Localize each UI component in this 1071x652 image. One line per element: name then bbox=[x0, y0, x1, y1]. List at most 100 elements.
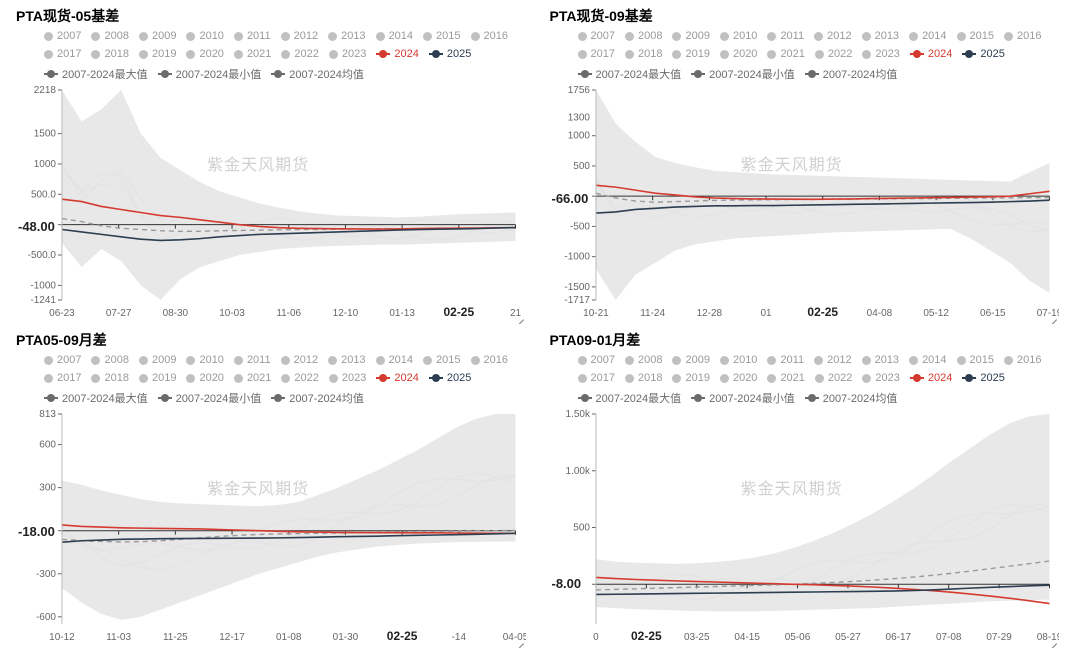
legend-item-inactive[interactable]: 2008 bbox=[91, 30, 128, 42]
legend-item-inactive[interactable]: 2011 bbox=[234, 354, 271, 366]
legend-item-inactive[interactable]: 2009 bbox=[139, 354, 176, 366]
legend-item-inactive[interactable]: 2019 bbox=[139, 372, 176, 384]
legend-item-inactive[interactable]: 2020 bbox=[720, 372, 757, 384]
legend-item-active[interactable]: 2007-2024最小值 bbox=[158, 390, 262, 406]
legend-item-inactive[interactable]: 2023 bbox=[329, 48, 366, 60]
legend-item-inactive[interactable]: 2018 bbox=[625, 372, 662, 384]
legend-item-inactive[interactable]: 2008 bbox=[625, 354, 662, 366]
legend-item-inactive[interactable]: 2008 bbox=[91, 354, 128, 366]
legend-item-active[interactable]: 2007-2024最小值 bbox=[691, 66, 795, 82]
legend-item-inactive[interactable]: 2012 bbox=[281, 354, 318, 366]
legend-item-active[interactable]: 2007-2024均值 bbox=[271, 66, 364, 82]
legend-item-inactive[interactable]: 2023 bbox=[329, 372, 366, 384]
legend-item-inactive[interactable]: 2013 bbox=[328, 30, 365, 42]
legend-item-inactive[interactable]: 2018 bbox=[91, 372, 128, 384]
legend-item-inactive[interactable]: 2021 bbox=[234, 372, 271, 384]
legend-item-inactive[interactable]: 2016 bbox=[471, 354, 508, 366]
legend-item-inactive[interactable]: 2007 bbox=[44, 30, 81, 42]
legend-item-inactive[interactable]: 2017 bbox=[578, 372, 615, 384]
legend-item-active[interactable]: 2007-2024最大值 bbox=[44, 66, 148, 82]
legend-item-inactive[interactable]: 2018 bbox=[91, 48, 128, 60]
legend-item-inactive[interactable]: 2013 bbox=[862, 354, 899, 366]
resize-handle-icon[interactable] bbox=[1047, 634, 1057, 644]
legend-item-inactive[interactable]: 2016 bbox=[1004, 30, 1041, 42]
legend-item-inactive[interactable]: 2013 bbox=[328, 354, 365, 366]
legend-item-inactive[interactable]: 2007 bbox=[44, 354, 81, 366]
legend-item-inactive[interactable]: 2021 bbox=[767, 372, 804, 384]
legend-item-inactive[interactable]: 2019 bbox=[672, 48, 709, 60]
legend-item-inactive[interactable]: 2009 bbox=[672, 354, 709, 366]
legend-item-inactive[interactable]: 2017 bbox=[578, 48, 615, 60]
resize-handle-icon[interactable] bbox=[514, 310, 524, 320]
legend-item-inactive[interactable]: 2023 bbox=[862, 372, 899, 384]
legend-item-inactive[interactable]: 2022 bbox=[281, 372, 318, 384]
legend-item-inactive[interactable]: 2009 bbox=[139, 30, 176, 42]
legend-item-inactive[interactable]: 2023 bbox=[862, 48, 899, 60]
legend-item-inactive[interactable]: 2018 bbox=[625, 48, 662, 60]
legend-item-inactive[interactable]: 2020 bbox=[186, 48, 223, 60]
legend-item-active[interactable]: 2007-2024最大值 bbox=[44, 390, 148, 406]
legend-item-inactive[interactable]: 2009 bbox=[672, 30, 709, 42]
legend-item-inactive[interactable]: 2022 bbox=[815, 372, 852, 384]
legend-swatch-icon bbox=[1004, 356, 1013, 365]
legend-item-inactive[interactable]: 2010 bbox=[720, 30, 757, 42]
legend-item-inactive[interactable]: 2017 bbox=[44, 372, 81, 384]
legend-item-active[interactable]: 2024 bbox=[376, 372, 418, 384]
legend-item-inactive[interactable]: 2013 bbox=[862, 30, 899, 42]
legend-item-inactive[interactable]: 2021 bbox=[767, 48, 804, 60]
legend-item-inactive[interactable]: 2015 bbox=[423, 354, 460, 366]
x-tick-label: 10-03 bbox=[219, 308, 245, 319]
legend-item-inactive[interactable]: 2011 bbox=[767, 354, 804, 366]
legend-label: 2022 bbox=[828, 48, 852, 60]
legend-item-active[interactable]: 2024 bbox=[910, 372, 952, 384]
legend-item-inactive[interactable]: 2017 bbox=[44, 48, 81, 60]
chart-plot-area[interactable]: -1241-1000-500.0500.010001500221806-2307… bbox=[12, 84, 526, 322]
legend-item-inactive[interactable]: 2019 bbox=[672, 372, 709, 384]
legend-item-inactive[interactable]: 2010 bbox=[186, 30, 223, 42]
legend-item-inactive[interactable]: 2020 bbox=[186, 372, 223, 384]
legend-item-inactive[interactable]: 2010 bbox=[186, 354, 223, 366]
legend-item-inactive[interactable]: 2016 bbox=[471, 30, 508, 42]
legend-item-inactive[interactable]: 2021 bbox=[234, 48, 271, 60]
legend-item-inactive[interactable]: 2015 bbox=[957, 30, 994, 42]
legend-item-inactive[interactable]: 2020 bbox=[720, 48, 757, 60]
legend-item-inactive[interactable]: 2022 bbox=[815, 48, 852, 60]
legend-item-active[interactable]: 2025 bbox=[429, 48, 471, 60]
legend-item-inactive[interactable]: 2015 bbox=[957, 354, 994, 366]
chart-plot-area[interactable]: -1717-1500-1000-50050010001756130010-211… bbox=[546, 84, 1060, 322]
legend-item-active[interactable]: 2007-2024最小值 bbox=[158, 66, 262, 82]
legend-item-inactive[interactable]: 2015 bbox=[423, 30, 460, 42]
legend-item-inactive[interactable]: 2014 bbox=[909, 354, 946, 366]
resize-handle-icon[interactable] bbox=[1047, 310, 1057, 320]
legend-item-active[interactable]: 2007-2024最大值 bbox=[578, 66, 682, 82]
legend-item-active[interactable]: 2024 bbox=[910, 48, 952, 60]
legend-item-active[interactable]: 2025 bbox=[962, 372, 1004, 384]
legend-item-active[interactable]: 2025 bbox=[962, 48, 1004, 60]
legend-item-inactive[interactable]: 2007 bbox=[578, 354, 615, 366]
legend-item-inactive[interactable]: 2010 bbox=[720, 354, 757, 366]
chart-plot-area[interactable]: 5001.00k1.50k002-2503-2504-1505-0605-270… bbox=[546, 408, 1060, 646]
legend-item-active[interactable]: 2025 bbox=[429, 372, 471, 384]
legend-item-inactive[interactable]: 2011 bbox=[234, 30, 271, 42]
chart-plot-area[interactable]: -600-30030060081310-1211-0311-2512-1701-… bbox=[12, 408, 526, 646]
legend-item-inactive[interactable]: 2012 bbox=[281, 30, 318, 42]
legend-item-inactive[interactable]: 2007 bbox=[578, 30, 615, 42]
legend-item-active[interactable]: 2007-2024最大值 bbox=[578, 390, 682, 406]
legend-item-active[interactable]: 2007-2024均值 bbox=[805, 66, 898, 82]
legend-item-inactive[interactable]: 2019 bbox=[139, 48, 176, 60]
y-tick-label: 500 bbox=[573, 161, 590, 172]
legend-item-inactive[interactable]: 2022 bbox=[281, 48, 318, 60]
legend-item-inactive[interactable]: 2016 bbox=[1004, 354, 1041, 366]
legend-item-inactive[interactable]: 2014 bbox=[376, 354, 413, 366]
legend-item-inactive[interactable]: 2012 bbox=[814, 354, 851, 366]
resize-handle-icon[interactable] bbox=[514, 634, 524, 644]
legend-item-active[interactable]: 2007-2024均值 bbox=[805, 390, 898, 406]
legend-item-active[interactable]: 2007-2024均值 bbox=[271, 390, 364, 406]
legend-item-inactive[interactable]: 2014 bbox=[909, 30, 946, 42]
legend-item-active[interactable]: 2007-2024最小值 bbox=[691, 390, 795, 406]
legend-item-inactive[interactable]: 2008 bbox=[625, 30, 662, 42]
legend-item-inactive[interactable]: 2011 bbox=[767, 30, 804, 42]
legend-item-inactive[interactable]: 2012 bbox=[814, 30, 851, 42]
legend-item-active[interactable]: 2024 bbox=[376, 48, 418, 60]
legend-item-inactive[interactable]: 2014 bbox=[376, 30, 413, 42]
